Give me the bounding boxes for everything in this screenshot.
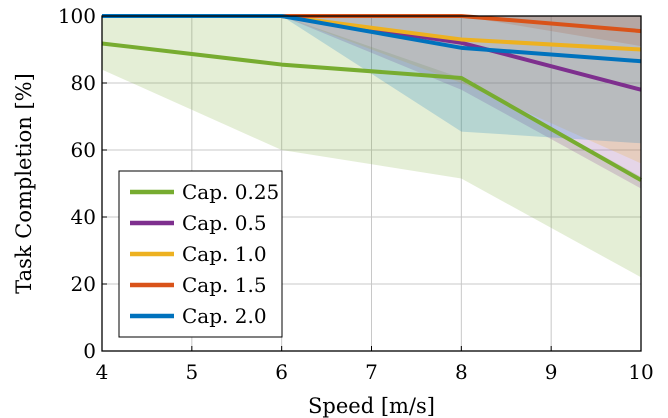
line-series-0	[101, 41, 642, 182]
legend-label: Cap. 2.0	[182, 304, 267, 328]
y-tick-label: 100	[58, 4, 96, 28]
band-series-3	[102, 16, 641, 47]
y-tick-label: 0	[83, 339, 96, 363]
x-tick-label: 7	[365, 360, 378, 384]
y-tick-label: 20	[71, 272, 96, 296]
x-tick-label: 4	[96, 360, 109, 384]
legend-label: Cap. 0.5	[182, 211, 267, 235]
legend-label: Cap. 0.25	[182, 180, 279, 204]
band-series-0	[102, 16, 641, 278]
y-axis-label: Task Completion [%]	[12, 73, 36, 294]
x-tick-label: 9	[545, 360, 558, 384]
x-tick-label: 8	[455, 360, 468, 384]
legend-item: Cap. 2.0	[130, 304, 267, 328]
legend-item: Cap. 1.5	[130, 273, 267, 297]
x-axis-label: Speed [m/s]	[308, 394, 435, 418]
y-tick-label: 60	[71, 138, 96, 162]
x-tick-label: 10	[628, 360, 653, 384]
band-series-4	[102, 16, 641, 144]
legend: Cap. 0.25 Cap. 0.5 Cap. 1.0 Cap. 1.5 Cap. 2.…	[118, 170, 283, 338]
legend-item: Cap. 0.25	[130, 180, 279, 204]
legend-label: Cap. 1.0	[182, 242, 267, 266]
legend-label: Cap. 1.5	[182, 273, 267, 297]
legend-item: Cap. 0.5	[130, 211, 267, 235]
y-tick-label: 40	[71, 205, 96, 229]
x-tick-label: 5	[185, 360, 198, 384]
band-series-1	[102, 16, 641, 189]
x-tick-label: 6	[275, 360, 288, 384]
legend-item: Cap. 1.0	[130, 242, 267, 266]
y-tick-label: 80	[71, 71, 96, 95]
